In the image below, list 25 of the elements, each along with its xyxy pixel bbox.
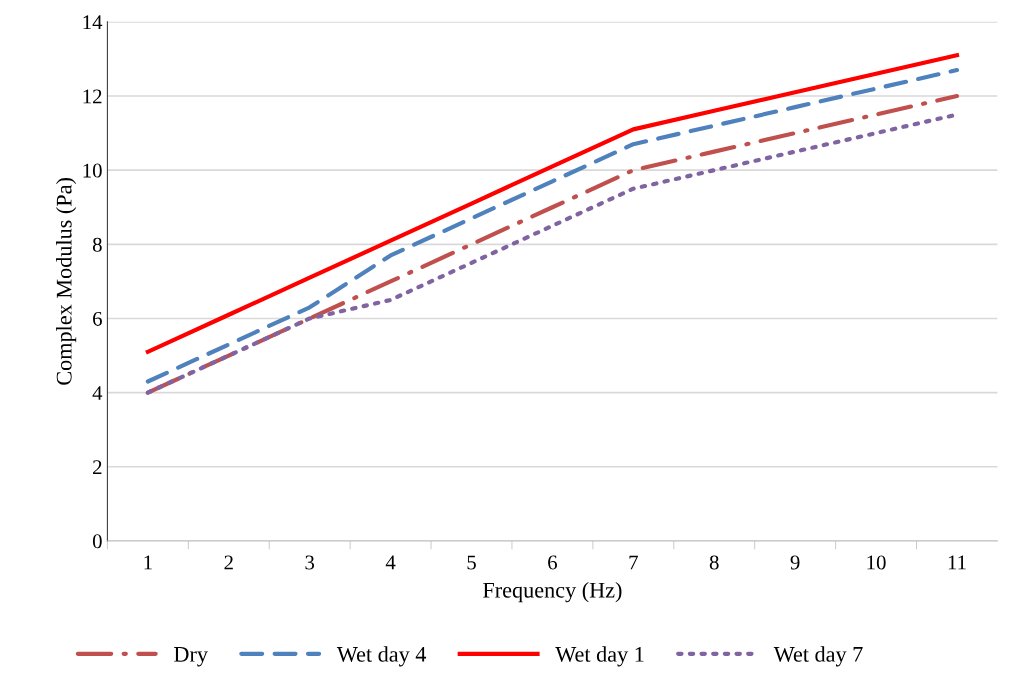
- y-tick-label: 4: [92, 386, 103, 400]
- x-tick-label: 7: [629, 555, 638, 570]
- x-tick-label: 11: [948, 555, 966, 570]
- legend-label: Wet day 7: [773, 646, 863, 667]
- y-tick-label: 6: [93, 311, 102, 326]
- y-tick-label: 14: [83, 15, 103, 30]
- x-tick-label: 10: [867, 555, 886, 570]
- y-tick-label: 0: [92, 534, 102, 549]
- y-tick-label: 8: [92, 237, 102, 252]
- x-tick-label: 3: [305, 555, 315, 570]
- legend-label: Wet day 1: [555, 646, 644, 667]
- x-axis-title: Frequency (Hz): [483, 582, 622, 603]
- x-tick-label: 9: [790, 555, 800, 570]
- y-tick-label: 2: [93, 460, 102, 475]
- x-tick-label: 1: [144, 555, 152, 570]
- y-tick-label: 12: [83, 89, 102, 104]
- x-tick-label: 5: [467, 555, 476, 570]
- x-tick-label: 6: [548, 555, 558, 570]
- legend-label: Wet day 4: [336, 646, 427, 667]
- x-tick-label: 4: [385, 555, 396, 570]
- y-tick-label: 10: [83, 163, 102, 178]
- legend-label: Dry: [174, 647, 208, 667]
- x-tick-label: 2: [224, 555, 233, 570]
- x-tick-label: 8: [709, 555, 719, 570]
- y-axis-title: Complex Modulus (Pa): [56, 178, 77, 385]
